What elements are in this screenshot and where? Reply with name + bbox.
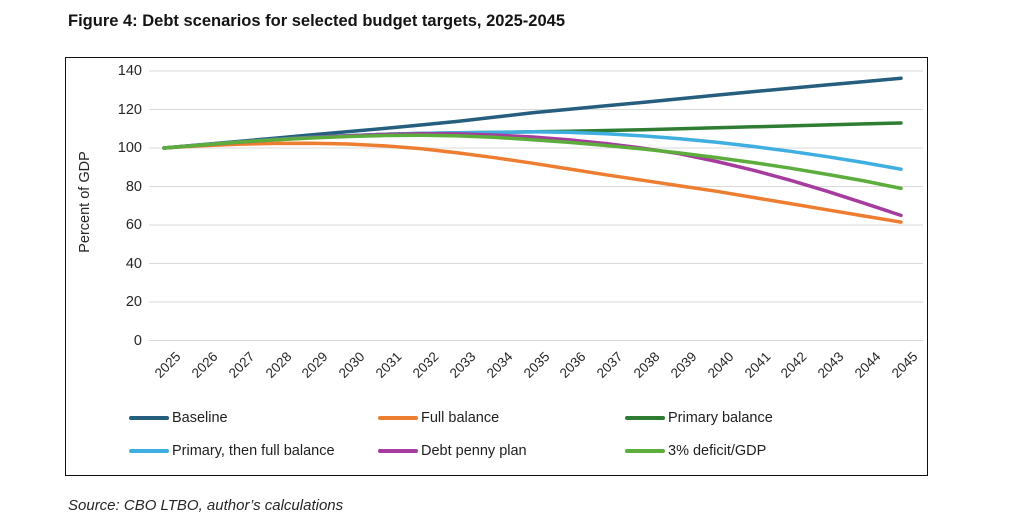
- legend-swatch-3-deficit-gdp: [625, 449, 665, 453]
- y-tick-label-120: 120: [117, 101, 142, 118]
- figure-title: Figure 4: Debt scenarios for selected bu…: [68, 12, 566, 30]
- y-tick-label-20: 20: [125, 294, 142, 310]
- plot-area: [149, 70, 923, 341]
- legend-swatch-full-balance: [378, 416, 418, 420]
- legend-label-primary-then-full-balance: Primary, then full balance: [172, 443, 335, 459]
- legend-label-baseline: Baseline: [172, 410, 228, 426]
- legend-label-3-deficit-gdp: 3% deficit/GDP: [668, 443, 767, 459]
- series-line-full-balance: [162, 141, 903, 224]
- legend-label-primary-balance: Primary balance: [668, 410, 773, 426]
- legend-item-full-balance: Full balance: [378, 408, 499, 428]
- y-tick-label-100: 100: [117, 140, 142, 156]
- legend-swatch-primary-balance: [625, 416, 665, 420]
- chart-frame: Percent of GDP 0 20 40 60 80 100 120 140 2025 20…: [65, 57, 928, 476]
- y-tick-label-40: 40: [125, 255, 142, 272]
- source-note: Source: CBO LTBO, author’s calculations: [68, 497, 344, 514]
- legend-swatch-debt-penny-plan: [378, 449, 418, 453]
- legend-item-primary-then-full-balance: Primary, then full balance: [129, 441, 335, 461]
- y-tick-label-140: 140: [117, 63, 142, 79]
- legend-swatch-primary-then-full-balance: [129, 449, 169, 453]
- y-tick-label-0: 0: [133, 332, 142, 349]
- y-tick-label-60: 60: [125, 217, 142, 233]
- legend-label-debt-penny-plan: Debt penny plan: [421, 443, 527, 459]
- legend-swatch-baseline: [129, 416, 169, 420]
- series-line-3-deficit-gdp: [162, 133, 903, 191]
- legend-item-3-deficit-gdp: 3% deficit/GDP: [625, 441, 766, 461]
- legend-item-baseline: Baseline: [129, 408, 228, 428]
- legend-label-full-balance: Full balance: [421, 410, 500, 426]
- legend-item-debt-penny-plan: Debt penny plan: [378, 441, 527, 461]
- legend-item-primary-balance: Primary balance: [625, 408, 773, 428]
- y-tick-label-80: 80: [125, 178, 142, 195]
